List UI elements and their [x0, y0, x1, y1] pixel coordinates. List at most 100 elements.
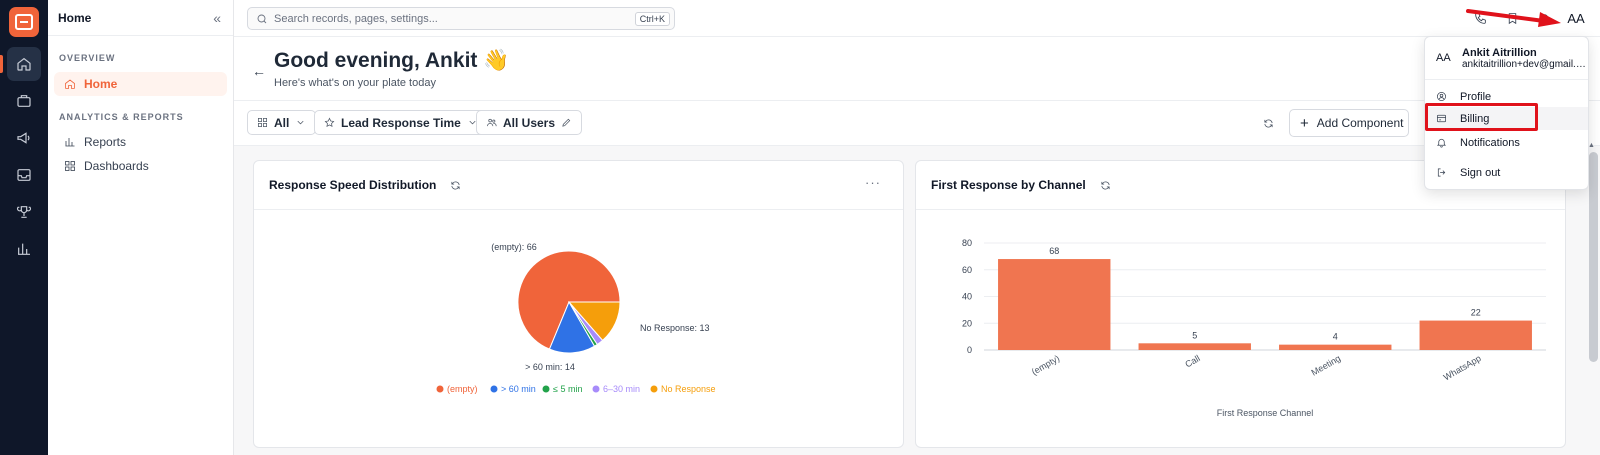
x-tick-label: (empty) [1030, 353, 1061, 377]
filter-label: All Users [503, 115, 556, 130]
y-tick-label: 80 [962, 238, 972, 248]
y-tick-label: 20 [962, 318, 972, 328]
pie-data-label: (empty): 66 [491, 242, 537, 252]
scrollbar[interactable] [1589, 152, 1598, 362]
user-email: ankitaitrillion+dev@gmail.com [1462, 58, 1588, 70]
user-avatar-button[interactable]: AA [1567, 11, 1585, 26]
sidebar-title: Home [58, 10, 92, 25]
legend-marker [542, 385, 550, 393]
y-tick-label: 40 [962, 292, 972, 302]
sidebar: Home « OVERVIEW Home ANALYTICS & REPORTS… [48, 0, 234, 455]
menu-item-billing[interactable]: Billing [1425, 107, 1588, 130]
grid-icon [65, 161, 75, 171]
menu-item-notifications[interactable]: Notifications [1425, 131, 1588, 154]
bookmark-icon[interactable] [1496, 3, 1528, 35]
refresh-icon[interactable] [1263, 116, 1274, 134]
legend-marker [592, 385, 600, 393]
home-icon[interactable] [0, 47, 41, 81]
pie-slice [517, 250, 621, 350]
chevron-down-icon [297, 120, 304, 125]
metric-dropdown[interactable]: Lead Response Time [314, 110, 488, 135]
sidebar-item-dashboards[interactable]: Dashboards [54, 154, 227, 178]
back-arrow-icon[interactable]: ← [252, 63, 266, 79]
grid-icon [258, 118, 267, 127]
top-bar: Ctrl+K AA [234, 0, 1600, 37]
x-tick-label: Call [1183, 353, 1201, 369]
icon-rail [0, 0, 48, 455]
user-menu: AA Ankit Aitrillion ankitaitrillion+dev@… [1424, 36, 1589, 190]
bar-chart: 0 20 40 60 80 68 (empty) 5 Call 4 Meeting 22 WhatsAp… [962, 238, 1546, 418]
legend-marker [436, 385, 444, 393]
menu-item-sign-out[interactable]: Sign out [1425, 161, 1588, 184]
card-more-icon[interactable]: ··· [865, 175, 881, 190]
card-refresh-icon[interactable] [1100, 180, 1111, 191]
search-box[interactable]: Ctrl+K [247, 7, 675, 30]
bar [998, 259, 1111, 350]
pie-chart: (empty): 66 > 60 min: 14 No Response: 13 (e… [436, 242, 716, 394]
bar-value-label: 22 [1471, 308, 1481, 318]
search-icon [257, 14, 267, 23]
sidebar-item-label: Dashboards [84, 159, 149, 173]
legend-label: (empty) [447, 384, 478, 394]
search-input[interactable] [274, 12, 635, 25]
scroll-up-icon[interactable]: ▲ [1588, 142, 1595, 149]
app-logo[interactable] [9, 7, 39, 37]
collapse-sidebar-icon[interactable]: « [213, 9, 221, 26]
legend-label: > 60 min [501, 384, 536, 394]
bell-icon [1436, 138, 1447, 148]
user-name: Ankit Aitrillion [1462, 46, 1537, 59]
pie-data-label: > 60 min: 14 [525, 362, 575, 372]
user-circle-icon [1437, 92, 1446, 101]
legend-label: No Response [661, 384, 716, 394]
y-tick-label: 0 [967, 345, 972, 355]
card-response-speed: Response Speed Distribution ··· (empty):… [253, 160, 904, 448]
legend-label: 6–30 min [603, 384, 640, 394]
sidebar-item-label: Home [84, 77, 118, 91]
bar-chart-icon[interactable] [7, 232, 41, 266]
pie-slice [567, 301, 621, 342]
dropdown-label: Lead Response Time [341, 115, 461, 130]
card-title: First Response by Channel [931, 178, 1086, 192]
inbox-icon[interactable] [7, 158, 41, 192]
star-icon [324, 117, 335, 127]
card-title: Response Speed Distribution [269, 178, 437, 192]
search-shortcut: Ctrl+K [634, 11, 670, 26]
greeting-header: ← Good evening, Ankit 👋 Here's what's on… [234, 37, 1600, 101]
bar-chart-icon [65, 138, 75, 147]
page-title: Good evening, Ankit 👋 [274, 49, 510, 72]
all-dashboards-dropdown[interactable]: All [247, 110, 317, 135]
card-refresh-icon[interactable] [450, 180, 461, 191]
menu-avatar: AA [1436, 52, 1451, 64]
trophy-icon[interactable] [7, 195, 41, 229]
menu-item-profile[interactable]: Profile [1425, 85, 1588, 108]
filter-bar: All Lead Response Time All Users + Add C… [234, 101, 1600, 146]
legend-marker [490, 385, 498, 393]
users-icon [487, 118, 497, 127]
megaphone-icon[interactable] [7, 121, 41, 155]
page-subtitle: Here's what's on your plate today [274, 77, 436, 89]
add-component-label: Add Component [1316, 116, 1404, 130]
sidebar-item-home[interactable]: Home [54, 72, 227, 96]
add-component-button[interactable]: + Add Component [1289, 109, 1409, 137]
briefcase-icon[interactable] [7, 84, 41, 118]
users-filter[interactable]: All Users [476, 110, 583, 135]
bar [1279, 344, 1392, 350]
home-icon [65, 79, 75, 89]
pencil-icon[interactable] [561, 117, 572, 128]
chevron-down-icon [469, 120, 476, 125]
menu-item-label: Sign out [1460, 166, 1501, 179]
sidebar-item-reports[interactable]: Reports [54, 130, 227, 154]
bar-value-label: 68 [1049, 246, 1059, 256]
sign-out-icon [1437, 168, 1446, 177]
menu-item-label: Notifications [1460, 136, 1520, 149]
billing-highlight-box [1425, 103, 1538, 131]
section-overview: OVERVIEW [59, 53, 116, 63]
x-tick-label: Meeting [1310, 353, 1343, 378]
phone-icon[interactable] [1464, 3, 1496, 35]
x-tick-label: WhatsApp [1442, 353, 1483, 382]
legend-label: ≤ 5 min [553, 384, 582, 394]
card-first-response: First Response by Channel 0 20 40 60 80 68 (em… [915, 160, 1566, 448]
credit-card-icon [1437, 114, 1446, 123]
dropdown-label: All [274, 115, 290, 130]
bar-value-label: 4 [1333, 332, 1338, 342]
